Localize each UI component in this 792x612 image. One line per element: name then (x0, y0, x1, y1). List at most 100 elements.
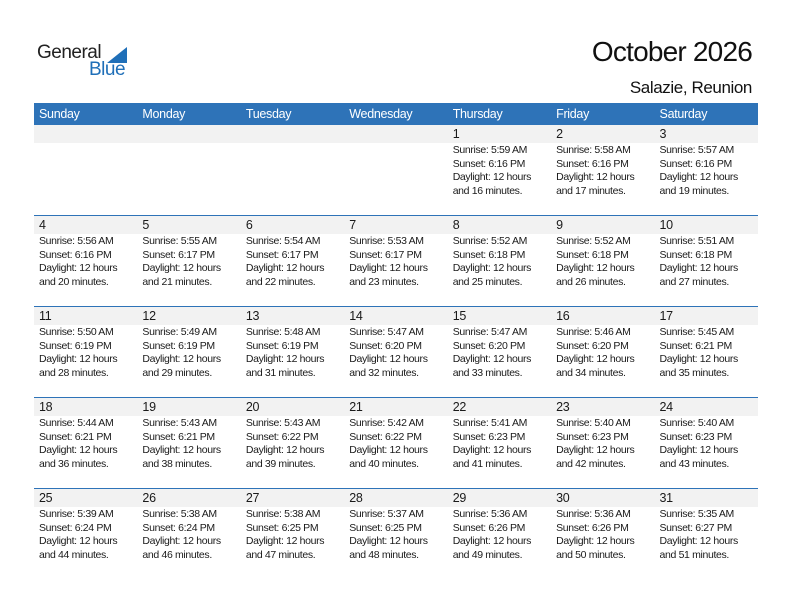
day-number: 21 (349, 400, 363, 414)
sunset-text: Sunset: 6:19 PM (39, 339, 112, 352)
sunrise-text: Sunrise: 5:36 AM (452, 508, 528, 520)
daylight1-text: Daylight: 12 hours (245, 444, 325, 456)
day-cell (34, 143, 137, 198)
sunrise-text: Sunrise: 5:52 AM (556, 235, 631, 247)
daylight2-text: and 20 minutes. (39, 275, 109, 288)
week-row: 11 12 13 14 15 16 17 Sunrise: 5:50 AM Sunset: 6:… (34, 306, 758, 397)
sunset-text: Sunset: 6:16 PM (452, 157, 526, 170)
daylight2-text: and 51 minutes. (659, 548, 730, 561)
daylight1-text: Daylight: 12 hours (39, 535, 118, 547)
sunset-text: Sunset: 6:18 PM (452, 248, 526, 261)
sunrise-text: Sunrise: 5:56 AM (39, 235, 114, 247)
sunset-text: Sunset: 6:21 PM (659, 339, 733, 352)
sunset-text: Sunset: 6:18 PM (659, 248, 733, 261)
day-cell: Sunrise: 5:52 AM Sunset: 6:18 PM Daylight:… (448, 234, 551, 289)
sunrise-text: Sunrise: 5:35 AM (659, 508, 735, 520)
daylight2-text: and 33 minutes. (452, 366, 523, 379)
sunset-text: Sunset: 6:19 PM (142, 339, 215, 352)
daylight2-text: and 40 minutes. (349, 457, 419, 470)
day-number: 26 (142, 491, 156, 505)
day-cell: Sunrise: 5:54 AM Sunset: 6:17 PM Daylight:… (241, 234, 344, 289)
sunrise-text: Sunrise: 5:38 AM (245, 508, 321, 520)
day-cell: Sunrise: 5:52 AM Sunset: 6:18 PM Daylight:… (551, 234, 654, 289)
sunset-text: Sunset: 6:19 PM (245, 339, 319, 352)
sunset-text: Sunset: 6:21 PM (142, 430, 215, 443)
daylight1-text: Daylight: 12 hours (142, 262, 221, 274)
daylight2-text: and 35 minutes. (659, 366, 730, 379)
sunrise-text: Sunrise: 5:49 AM (142, 326, 217, 338)
daylight2-text: and 50 minutes. (556, 548, 626, 561)
sunset-text: Sunset: 6:20 PM (452, 339, 526, 352)
daylight1-text: Daylight: 12 hours (349, 353, 428, 365)
location: Salazie, Reunion (629, 78, 753, 97)
day-number: 29 (452, 491, 467, 505)
week-row: 4 5 6 7 8 9 10 Sunrise: 5:56 AM Sunset: 6:16 PM D… (34, 215, 758, 306)
day-number-strip: 1 2 3 (34, 125, 758, 143)
sunset-text: Sunset: 6:24 PM (39, 521, 112, 534)
sunrise-text: Sunrise: 5:53 AM (349, 235, 424, 247)
daylight2-text: and 43 minutes. (659, 457, 730, 470)
sunset-text: Sunset: 6:20 PM (556, 339, 629, 352)
sunset-text: Sunset: 6:25 PM (245, 521, 319, 534)
daylight1-text: Daylight: 12 hours (659, 535, 739, 547)
weekday-saturday: Saturday (659, 107, 708, 121)
daylight1-text: Daylight: 12 hours (349, 535, 428, 547)
logo-word-blue: Blue (89, 59, 126, 80)
daylight1-text: Daylight: 12 hours (39, 444, 118, 456)
daylight2-text: and 39 minutes. (245, 457, 316, 470)
day-cell: Sunrise: 5:37 AM Sunset: 6:25 PM Daylight:… (344, 507, 447, 562)
day-number: 12 (142, 309, 156, 323)
daylight2-text: and 48 minutes. (349, 548, 419, 561)
day-number: 19 (142, 400, 156, 414)
day-number: 16 (556, 309, 570, 323)
day-number: 24 (659, 400, 674, 414)
daylight1-text: Daylight: 12 hours (659, 353, 739, 365)
day-cell: Sunrise: 5:48 AM Sunset: 6:19 PM Daylight:… (241, 325, 344, 380)
daylight2-text: and 46 minutes. (142, 548, 212, 561)
sunset-text: Sunset: 6:25 PM (349, 521, 422, 534)
day-cell (137, 143, 240, 198)
weekday-monday: Monday (142, 107, 186, 121)
day-info-strip: Sunrise: 5:39 AM Sunset: 6:24 PM Daylight:… (34, 507, 758, 562)
sunrise-text: Sunrise: 5:47 AM (349, 326, 424, 338)
daylight1-text: Daylight: 12 hours (452, 262, 532, 274)
sunrise-text: Sunrise: 5:58 AM (556, 144, 631, 156)
daylight1-text: Daylight: 12 hours (39, 353, 118, 365)
day-number (34, 125, 137, 143)
sunrise-text: Sunrise: 5:48 AM (245, 326, 321, 338)
day-cell: Sunrise: 5:39 AM Sunset: 6:24 PM Daylight:… (34, 507, 137, 562)
sunrise-text: Sunrise: 5:40 AM (659, 417, 735, 429)
weekday-header: Sunday Monday Tuesday Wednesday Thursday Frid… (34, 103, 758, 125)
logo-word-general: General (37, 42, 102, 63)
weekday-tuesday: Tuesday (245, 107, 292, 121)
daylight1-text: Daylight: 12 hours (556, 444, 635, 456)
day-info-strip: Sunrise: 5:59 AM Sunset: 6:16 PM Daylight:… (34, 143, 758, 198)
day-number: 31 (659, 491, 674, 505)
daylight2-text: and 23 minutes. (349, 275, 419, 288)
day-info-strip: Sunrise: 5:56 AM Sunset: 6:16 PM Daylight:… (34, 234, 758, 289)
sunrise-text: Sunrise: 5:46 AM (556, 326, 631, 338)
weekday-thursday: Thursday (452, 107, 503, 121)
day-number (344, 125, 447, 143)
day-cell: Sunrise: 5:55 AM Sunset: 6:17 PM Daylight:… (137, 234, 240, 289)
sunset-text: Sunset: 6:16 PM (659, 157, 733, 170)
sunrise-text: Sunrise: 5:41 AM (452, 417, 528, 429)
day-info-strip: Sunrise: 5:44 AM Sunset: 6:21 PM Daylight:… (34, 416, 758, 471)
day-cell: Sunrise: 5:43 AM Sunset: 6:21 PM Daylight:… (137, 416, 240, 471)
day-number: 25 (39, 491, 53, 505)
day-number: 7 (349, 218, 356, 232)
day-cell: Sunrise: 5:42 AM Sunset: 6:22 PM Daylight:… (344, 416, 447, 471)
sunrise-text: Sunrise: 5:55 AM (142, 235, 217, 247)
day-cell: Sunrise: 5:47 AM Sunset: 6:20 PM Daylight:… (448, 325, 551, 380)
daylight1-text: Daylight: 12 hours (452, 353, 532, 365)
day-number: 10 (659, 218, 674, 232)
sunrise-text: Sunrise: 5:54 AM (245, 235, 321, 247)
daylight2-text: and 21 minutes. (142, 275, 212, 288)
day-number: 20 (245, 400, 260, 414)
week-row: 1 2 3 Sunrise: 5:59 AM Sunset: 6:16 PM Daylig… (34, 125, 758, 215)
sunset-text: Sunset: 6:23 PM (659, 430, 733, 443)
day-number: 14 (349, 309, 363, 323)
day-number: 5 (142, 218, 150, 232)
day-number: 9 (556, 218, 563, 232)
